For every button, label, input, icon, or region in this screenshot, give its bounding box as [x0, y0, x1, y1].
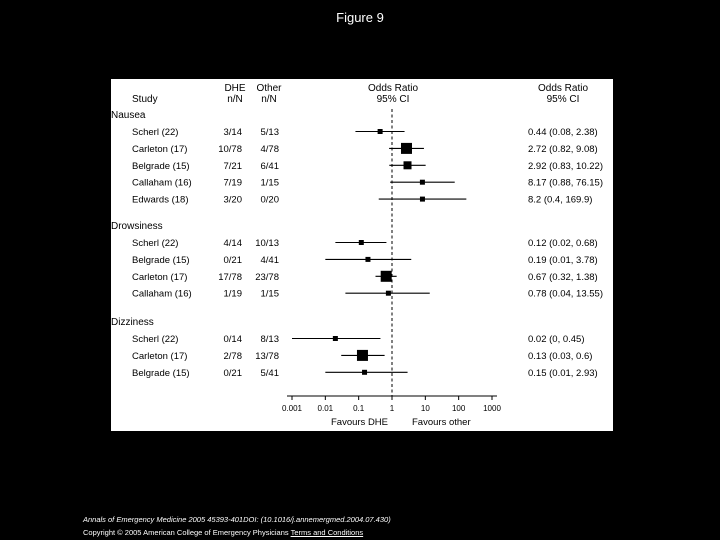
other-count: 0/20 [261, 195, 280, 206]
estimate-box [377, 129, 383, 134]
favours-dhe-label: Favours DHE [331, 417, 388, 428]
dhe-count: 7/19 [224, 178, 243, 189]
dhe-count: 17/78 [218, 272, 242, 283]
ci-text: 8.17 (0.88, 76.15) [528, 178, 603, 189]
header-ci-line1: Odds Ratio [538, 83, 588, 94]
study-name: Scherl (22) [132, 238, 178, 249]
estimate-box [365, 256, 371, 262]
ci-text: 0.78 (0.04, 13.55) [528, 289, 603, 300]
x-axis: 0.001 0.01 0.1 1 10 100 1000 Favours DHE Favours… [282, 395, 501, 428]
estimate-box [419, 196, 425, 202]
tick-label: 1000 [483, 404, 501, 413]
other-count: 5/13 [261, 127, 280, 138]
dhe-count: 2/78 [224, 351, 243, 362]
estimate-box [419, 179, 425, 185]
ci-text: 0.02 (0, 0.45) [528, 334, 585, 345]
header-plot-line1: Odds Ratio [368, 83, 418, 94]
group-label: Dizziness [111, 317, 154, 328]
footer-copyright-line: Copyright © 2005 American College of Eme… [83, 528, 363, 537]
study-name: Belgrade (15) [132, 161, 190, 172]
study-name: Scherl (22) [132, 334, 178, 345]
tick-label: 0.1 [353, 404, 365, 413]
other-count: 4/41 [261, 255, 280, 266]
slide-title: Figure 9 [336, 10, 384, 25]
ci-text: 2.92 (0.83, 10.22) [528, 161, 603, 172]
tick-label: 10 [421, 404, 430, 413]
study-rows: Nausea Scherl (22) 3/14 5/13 0.44 (0.08, 2.3… [111, 110, 603, 379]
dhe-count: 0/21 [224, 255, 243, 266]
dhe-count: 7/21 [224, 161, 243, 172]
ci-text: 0.67 (0.32, 1.38) [528, 272, 598, 283]
ci-text: 0.19 (0.01, 3.78) [528, 255, 598, 266]
forest-plot: Study DHE n/N Other n/N Odds Ratio 95% C… [111, 83, 603, 428]
ci-text: 0.13 (0.03, 0.6) [528, 351, 592, 362]
header-other-line2: n/N [261, 94, 277, 105]
other-count: 1/15 [261, 178, 280, 189]
header-group: Study DHE n/N Other n/N Odds Ratio 95% C… [132, 83, 588, 105]
ci-text: 0.44 (0.08, 2.38) [528, 127, 598, 138]
dhe-count: 4/14 [224, 238, 243, 249]
dhe-count: 10/78 [218, 144, 242, 155]
estimate-box [356, 349, 368, 361]
estimate-box [332, 336, 338, 341]
group-label: Drowsiness [111, 221, 163, 232]
other-count: 1/15 [261, 289, 280, 300]
other-count: 23/78 [255, 272, 279, 283]
other-count: 10/13 [255, 238, 279, 249]
other-count: 8/13 [261, 334, 280, 345]
study-name: Callaham (16) [132, 289, 192, 300]
tick-label: 0.01 [318, 404, 334, 413]
estimate-box [362, 369, 368, 375]
ci-text: 0.15 (0.01, 2.93) [528, 368, 598, 379]
dhe-count: 0/21 [224, 368, 243, 379]
study-name: Callaham (16) [132, 178, 192, 189]
tick-label: 0.001 [282, 404, 303, 413]
group-label: Nausea [111, 110, 146, 121]
header-other-line1: Other [256, 83, 282, 94]
study-name: Carleton (17) [132, 272, 187, 283]
tick-label: 1 [390, 404, 395, 413]
header-dhe-line1: DHE [224, 83, 245, 94]
tick-label: 100 [452, 404, 466, 413]
header-dhe-line2: n/N [227, 94, 243, 105]
study-name: Belgrade (15) [132, 255, 190, 266]
estimate-box [380, 270, 392, 282]
dhe-count: 3/14 [224, 127, 243, 138]
other-count: 13/78 [255, 351, 279, 362]
ci-text: 2.72 (0.82, 9.08) [528, 144, 598, 155]
header-study: Study [132, 94, 158, 105]
dhe-count: 3/20 [224, 195, 243, 206]
other-count: 6/41 [261, 161, 280, 172]
study-name: Scherl (22) [132, 127, 178, 138]
other-count: 5/41 [261, 368, 280, 379]
ci-text: 0.12 (0.02, 0.68) [528, 238, 598, 249]
study-name: Carleton (17) [132, 351, 187, 362]
dhe-count: 1/19 [224, 289, 243, 300]
dhe-count: 0/14 [224, 334, 243, 345]
estimate-box [403, 161, 412, 170]
plot-marks [292, 109, 467, 396]
terms-link[interactable]: Terms and Conditions [290, 528, 364, 537]
favours-other-label: Favours other [412, 417, 471, 428]
study-name: Belgrade (15) [132, 368, 190, 379]
header-plot-line2: 95% CI [377, 94, 410, 105]
study-name: Carleton (17) [132, 144, 187, 155]
other-count: 4/78 [261, 144, 280, 155]
figure-panel: Study DHE n/N Other n/N Odds Ratio 95% C… [111, 79, 613, 431]
estimate-box [385, 290, 391, 296]
footer-citation: Annals of Emergency Medicine 2005 45393-… [83, 515, 391, 524]
estimate-box [358, 240, 364, 245]
header-ci-line2: 95% CI [547, 94, 580, 105]
ci-text: 8.2 (0.4, 169.9) [528, 195, 592, 206]
study-name: Edwards (18) [132, 195, 189, 206]
estimate-box [400, 142, 412, 154]
footer-copyright: Copyright © 2005 American College of Eme… [83, 528, 289, 537]
